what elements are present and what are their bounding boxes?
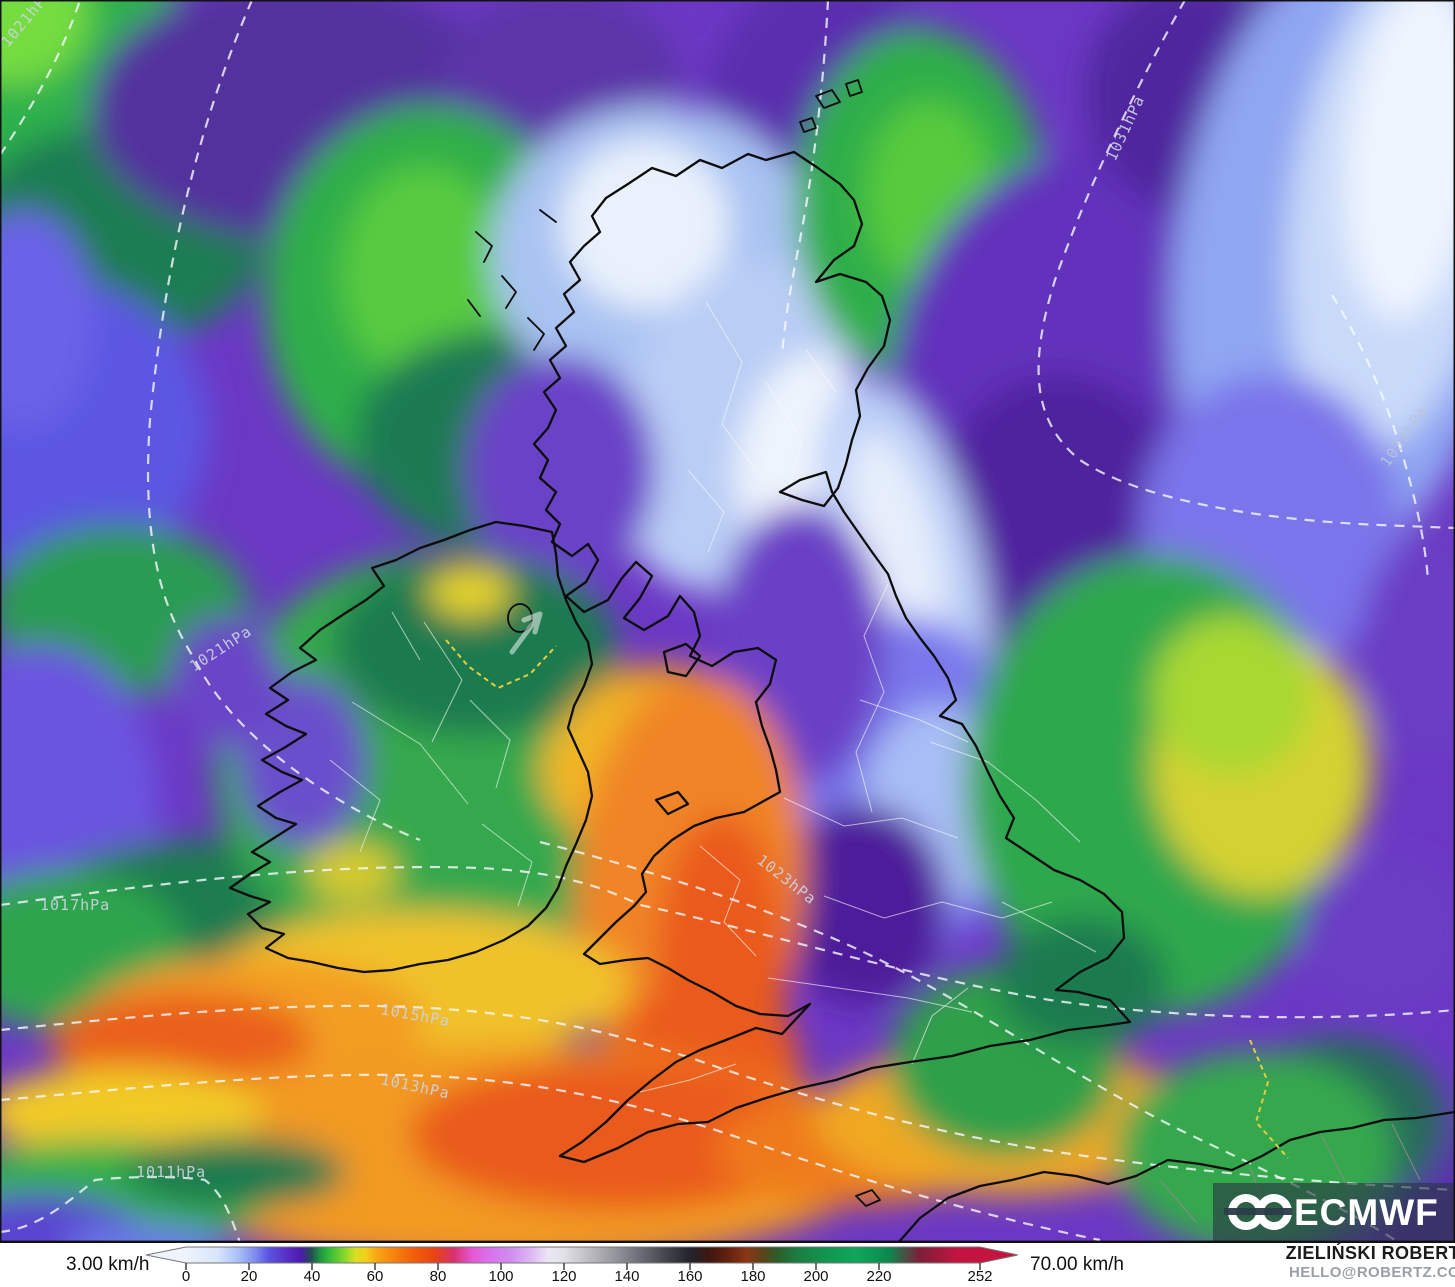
attribution-contact: HELLO@ROBERTZ.CO [1288,1263,1455,1281]
coastline-continent [896,1110,1455,1243]
coastline-ireland [228,520,594,974]
attribution: ZIELIŃSKI ROBERT HELLO@ROBERTZ.CO [1286,1243,1455,1281]
highlighted-borders [445,639,1289,1159]
coastlines [228,79,1455,1243]
ecmwf-logo-icon [1224,1194,1292,1230]
legend-max-label: 70.00 km/h [1030,1254,1124,1275]
colorbar-tick-label: 252 [967,1268,993,1285]
isobar-lines [0,0,1455,1243]
colorbar-tick-label: 20 [240,1268,258,1285]
colorbar-tick-label: 60 [366,1268,384,1285]
colorbar-gradient-bar [146,1246,1018,1264]
ecmwf-logo: ECMWF [1213,1183,1455,1241]
legend-min-label: 3.00 km/h [66,1254,150,1275]
colorbar-legend: 3.00 km/h [0,1243,1455,1287]
colorbar-tick-label: 40 [303,1268,321,1285]
colorbar-tick-label: 0 [181,1268,191,1285]
colorbar-ticks [185,1263,981,1270]
colorbar-tick-label: 180 [740,1268,766,1285]
colorbar-tick-label: 220 [866,1268,892,1285]
colorbar-tick-label: 140 [614,1268,640,1285]
colorbar-tick-label: 160 [677,1268,703,1285]
colorbar-tick-label: 80 [429,1268,447,1285]
colorbar [146,1246,1018,1270]
isobar-label: 1011hPa [136,1163,206,1181]
wind-speed-field: 1021hPa 1031hPa 1033hPa 1021hPa 1023hPa … [0,0,1455,1243]
isobar-label: 1017hPa [40,896,110,914]
map-canvas: 1021hPa 1031hPa 1033hPa 1021hPa 1023hPa … [0,0,1455,1243]
ecmwf-logo-text: ECMWF [1294,1192,1439,1233]
coastline-great-britain [532,150,1132,1164]
attribution-author: ZIELIŃSKI ROBERT [1285,1243,1455,1263]
colorbar-tick-label: 120 [551,1268,577,1285]
colorbar-tick-label: 100 [488,1268,514,1285]
colorbar-tick-label: 200 [803,1268,829,1285]
wind-map: 1021hPa 1031hPa 1033hPa 1021hPa 1023hPa … [0,0,1455,1243]
wind-arrow-icon [509,611,543,655]
